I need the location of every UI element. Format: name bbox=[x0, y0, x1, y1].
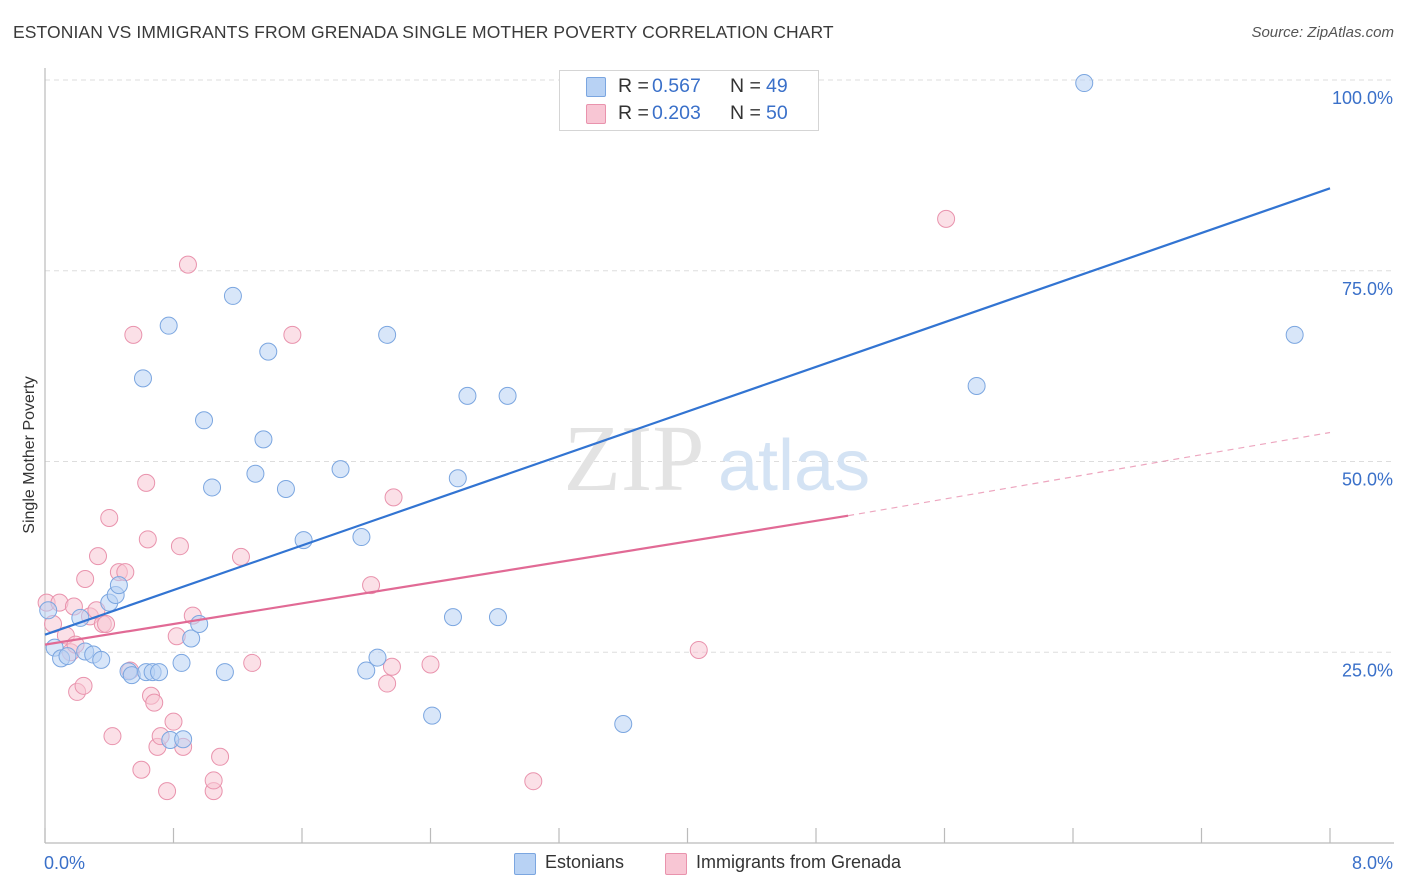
estonian-point bbox=[182, 629, 201, 648]
n-label: N = bbox=[730, 102, 761, 124]
estonian-point bbox=[458, 386, 477, 405]
grenada-point bbox=[689, 640, 708, 659]
y-tick-label: 75.0% bbox=[1342, 279, 1393, 299]
grenada-point bbox=[103, 727, 122, 746]
grenada-point bbox=[937, 209, 956, 228]
grenada-point bbox=[283, 325, 302, 344]
series-legend: Estonians Immigrants from Grenada bbox=[0, 850, 1406, 878]
estonian-point bbox=[223, 286, 242, 305]
grenada-trend-extension bbox=[848, 431, 1331, 517]
legend-label: Immigrants from Grenada bbox=[696, 852, 902, 872]
grenada-point bbox=[384, 488, 403, 507]
estonian-point bbox=[246, 464, 265, 483]
grenada-point bbox=[382, 657, 401, 676]
estonian-point bbox=[172, 653, 191, 672]
estonian-point bbox=[203, 478, 222, 497]
estonians-trend-line bbox=[44, 187, 1331, 636]
grenada-point bbox=[124, 325, 143, 344]
estonian-point bbox=[71, 608, 90, 627]
y-tick-label: 25.0% bbox=[1342, 660, 1393, 680]
n-label: N = bbox=[730, 75, 761, 97]
grenada-point bbox=[204, 771, 223, 790]
r-label: R = bbox=[618, 75, 649, 97]
estonian-point bbox=[443, 608, 462, 627]
estonian-point bbox=[357, 661, 376, 680]
estonian-point bbox=[109, 576, 128, 595]
grenada-point bbox=[89, 547, 108, 566]
grenada-point bbox=[145, 693, 164, 712]
legend-swatch-estonians bbox=[514, 853, 536, 875]
estonian-point bbox=[498, 386, 517, 405]
grenada-point bbox=[231, 547, 250, 566]
grenada-point bbox=[243, 653, 262, 672]
grenada-trend-line bbox=[44, 514, 849, 646]
r-value: 0.567 bbox=[652, 75, 701, 97]
estonian-point bbox=[331, 460, 350, 479]
r-value: 0.203 bbox=[652, 102, 701, 124]
estonian-point bbox=[259, 342, 278, 361]
estonian-point bbox=[39, 601, 58, 620]
grenada-point bbox=[74, 676, 93, 695]
series-estonians-points bbox=[39, 74, 1304, 749]
grenada-point bbox=[100, 508, 119, 527]
grenada-point bbox=[211, 747, 230, 766]
estonian-point bbox=[1285, 325, 1304, 344]
legend-swatch-grenada bbox=[665, 853, 687, 875]
estonian-point bbox=[92, 650, 111, 669]
watermark: ZIP atlas bbox=[564, 407, 871, 511]
estonian-point bbox=[1075, 74, 1094, 93]
y-tick-label: 100.0% bbox=[1332, 88, 1393, 108]
watermark-atlas: atlas bbox=[718, 426, 870, 506]
r-label: R = bbox=[618, 102, 649, 124]
grenada-point bbox=[421, 655, 440, 674]
y-tick-label: 50.0% bbox=[1342, 470, 1393, 490]
estonian-point bbox=[254, 430, 273, 449]
correlation-legend: R = 0.567 N = 49 R = 0.203 N = 50 bbox=[559, 70, 819, 131]
grenada-point bbox=[158, 782, 177, 801]
estonian-point bbox=[150, 663, 169, 682]
grenada-point bbox=[76, 570, 95, 589]
grenada-point bbox=[378, 674, 397, 693]
watermark-zip: ZIP bbox=[564, 407, 705, 511]
grenada-point bbox=[524, 772, 543, 791]
estonian-point bbox=[133, 369, 152, 388]
grenada-point bbox=[132, 760, 151, 779]
grid-lines bbox=[45, 79, 1394, 653]
estonian-point bbox=[488, 608, 507, 627]
estonian-point bbox=[614, 714, 633, 733]
legend-swatch-grenada bbox=[586, 104, 606, 124]
estonian-point bbox=[423, 706, 442, 725]
grenada-point bbox=[178, 255, 197, 274]
estonian-point bbox=[352, 528, 371, 547]
estonian-point bbox=[448, 469, 467, 488]
estonian-point bbox=[195, 411, 214, 430]
n-value: 50 bbox=[766, 102, 788, 124]
estonian-point bbox=[368, 648, 387, 667]
axes bbox=[44, 68, 1394, 844]
grenada-point bbox=[170, 537, 189, 556]
grenada-point bbox=[137, 473, 156, 492]
estonian-point bbox=[159, 316, 178, 335]
estonian-point bbox=[276, 479, 295, 498]
estonian-point bbox=[215, 663, 234, 682]
estonian-point bbox=[174, 730, 193, 749]
grenada-point bbox=[138, 530, 157, 549]
grenada-point bbox=[362, 576, 381, 595]
x-tick-label: 0.0% bbox=[44, 853, 85, 873]
trend-lines bbox=[44, 187, 1331, 646]
grenada-point bbox=[164, 712, 183, 731]
source-label: Source: ZipAtlas.com bbox=[1251, 24, 1394, 41]
x-tick-label: 8.0% bbox=[1352, 853, 1393, 873]
tick-labels: 25.0% 50.0% 75.0% 100.0% 0.0% 8.0% bbox=[44, 88, 1393, 873]
estonian-point bbox=[58, 647, 77, 666]
grenada-point bbox=[97, 615, 116, 634]
estonian-point bbox=[378, 325, 397, 344]
legend-label: Estonians bbox=[545, 852, 625, 872]
n-value: 49 bbox=[766, 75, 788, 97]
chart-title: ESTONIAN VS IMMIGRANTS FROM GRENADA SING… bbox=[13, 22, 834, 42]
legend-swatch-estonians bbox=[586, 77, 606, 97]
estonian-point bbox=[967, 376, 986, 395]
